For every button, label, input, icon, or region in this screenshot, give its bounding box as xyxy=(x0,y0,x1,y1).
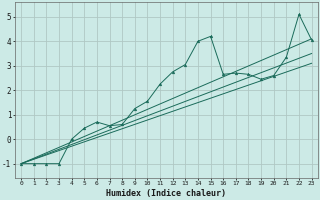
X-axis label: Humidex (Indice chaleur): Humidex (Indice chaleur) xyxy=(106,189,226,198)
